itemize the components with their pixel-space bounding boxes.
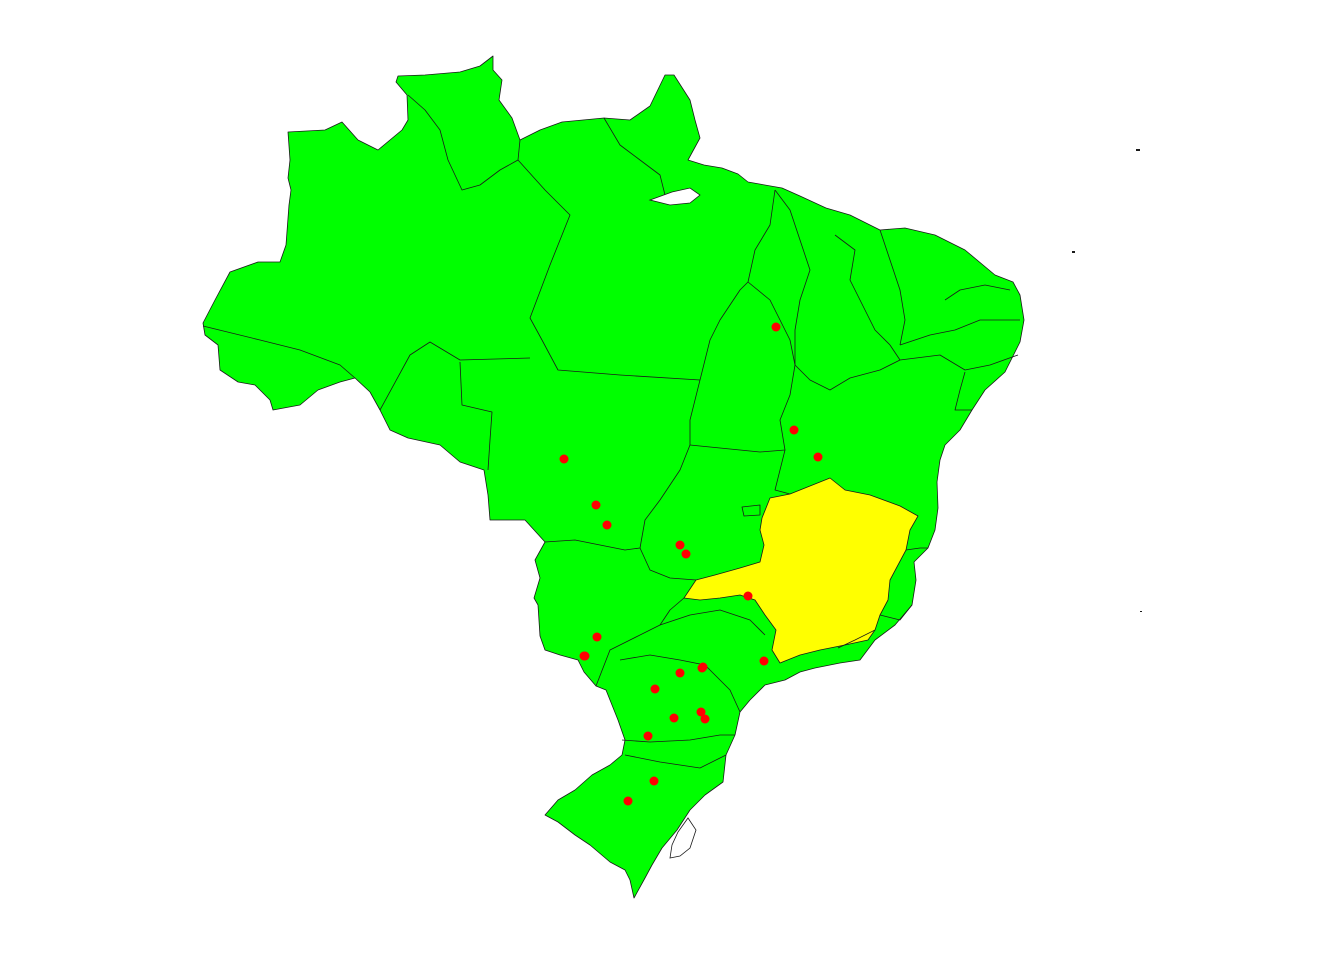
map-point-marker (700, 714, 710, 724)
points-layer (559, 322, 823, 806)
map-point-marker (669, 713, 679, 723)
map-point-marker (649, 776, 659, 786)
map-point-marker (675, 668, 685, 678)
map-point-marker (697, 663, 707, 673)
minas-gerais-state (683, 477, 919, 664)
map-point-marker (602, 520, 612, 530)
map-point-marker (623, 796, 633, 806)
offshore-islet (1136, 149, 1140, 151)
offshore-islet (1140, 611, 1142, 612)
south-lagoon (669, 817, 697, 859)
north-bay-inlet (648, 187, 701, 206)
map-point-marker (743, 591, 753, 601)
map-point-marker (771, 322, 781, 332)
map-point-marker (789, 425, 799, 435)
map-point-marker (813, 452, 823, 462)
map-point-marker (759, 656, 769, 666)
map-point-marker (592, 632, 602, 642)
map-point-marker (643, 731, 653, 741)
map-point-marker (579, 651, 589, 661)
map-point-marker (696, 707, 706, 717)
map-point-marker (650, 684, 660, 694)
map-point-marker (591, 500, 601, 510)
map-point-marker (681, 549, 691, 559)
map-point-marker (559, 454, 569, 464)
state-borders (202, 94, 1020, 769)
map-point-marker (675, 540, 685, 550)
offshore-islet (1072, 251, 1075, 253)
brazil-states-shape (202, 55, 1025, 899)
